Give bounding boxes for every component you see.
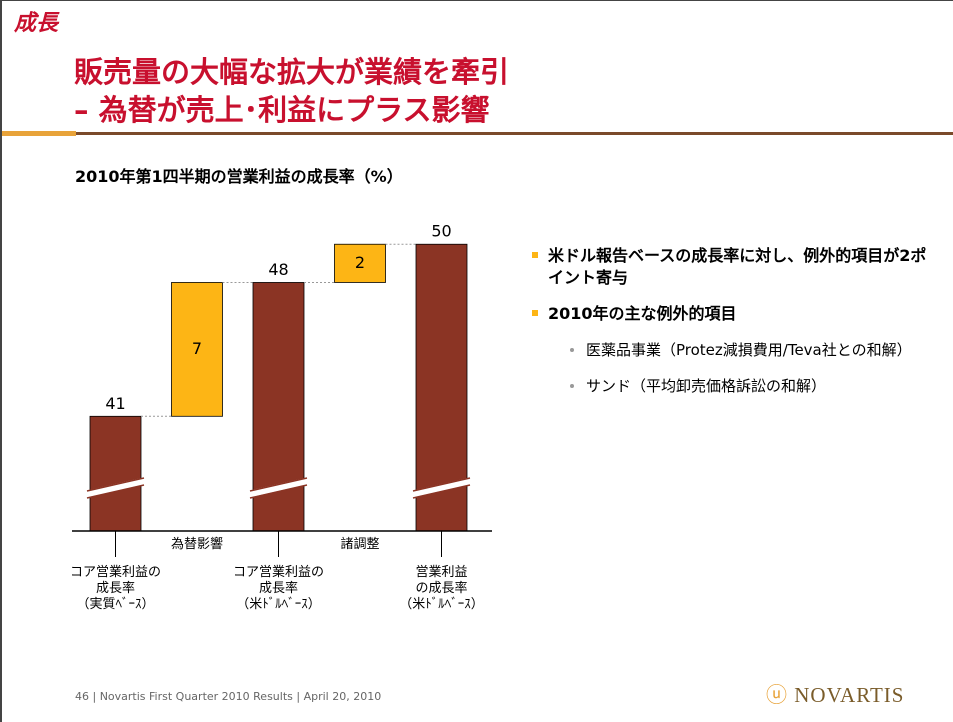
bullets: 米ドル報告ベースの成長率に対し、例外的項目が2ポイント寄与 2010年の主な例外的… bbox=[530, 245, 930, 411]
x-tick-label: 為替影響 bbox=[170, 537, 223, 552]
logo: ⓤ NOVARTIS bbox=[766, 679, 904, 709]
logo-icon: ⓤ bbox=[766, 683, 788, 707]
axis-break bbox=[249, 484, 308, 499]
x-tick-label: コア営業利益の 成長率 （実質ﾍﾞｰｽ） bbox=[69, 565, 161, 612]
axis-break bbox=[249, 477, 308, 498]
sub-bullet: サンド（平均卸売価格訴訟の和解） bbox=[530, 375, 930, 397]
section-tag: 成長 bbox=[14, 11, 59, 36]
bullet: 米ドル報告ベースの成長率に対し、例外的項目が2ポイント寄与 bbox=[530, 245, 930, 289]
axis-break bbox=[412, 477, 471, 492]
value-label: 2 bbox=[355, 253, 365, 272]
bar bbox=[89, 415, 142, 532]
header-rule bbox=[2, 132, 953, 135]
axis-break bbox=[86, 484, 145, 499]
axis-break bbox=[86, 477, 145, 492]
title: 販売量の大幅な拡大が業績を牽引 bbox=[74, 55, 510, 89]
logo-text: NOVARTIS bbox=[794, 683, 905, 707]
sub-bullet: 医薬品事業（Protez減損費用/Teva社との和解） bbox=[530, 339, 930, 361]
x-tick-label: 営業利益 の成長率 （米ﾄﾞﾙﾍﾞｰｽ） bbox=[399, 565, 484, 612]
value-label: 50 bbox=[431, 222, 451, 241]
x-tick-label: コア営業利益の 成長率 （米ﾄﾞﾙﾍﾞｰｽ） bbox=[232, 565, 324, 612]
axis-break bbox=[249, 477, 308, 492]
footer: 46 | Novartis First Quarter 2010 Results… bbox=[75, 690, 382, 703]
bar bbox=[171, 282, 223, 417]
axis-break bbox=[412, 484, 471, 499]
header-accent bbox=[2, 131, 76, 136]
axis-break bbox=[412, 477, 471, 498]
x-tick-label: 諸調整 bbox=[340, 537, 380, 552]
bar bbox=[334, 243, 386, 283]
value-label: 41 bbox=[105, 394, 125, 413]
bullet: 2010年の主な例外的項目 bbox=[530, 303, 930, 325]
chart-title: 2010年第1四半期の営業利益の成長率（%） bbox=[75, 167, 403, 186]
value-label: 48 bbox=[268, 260, 288, 279]
title: – 為替が売上･利益にプラス影響 bbox=[74, 93, 490, 127]
axis-break bbox=[86, 477, 145, 498]
value-label: 7 bbox=[192, 339, 202, 358]
